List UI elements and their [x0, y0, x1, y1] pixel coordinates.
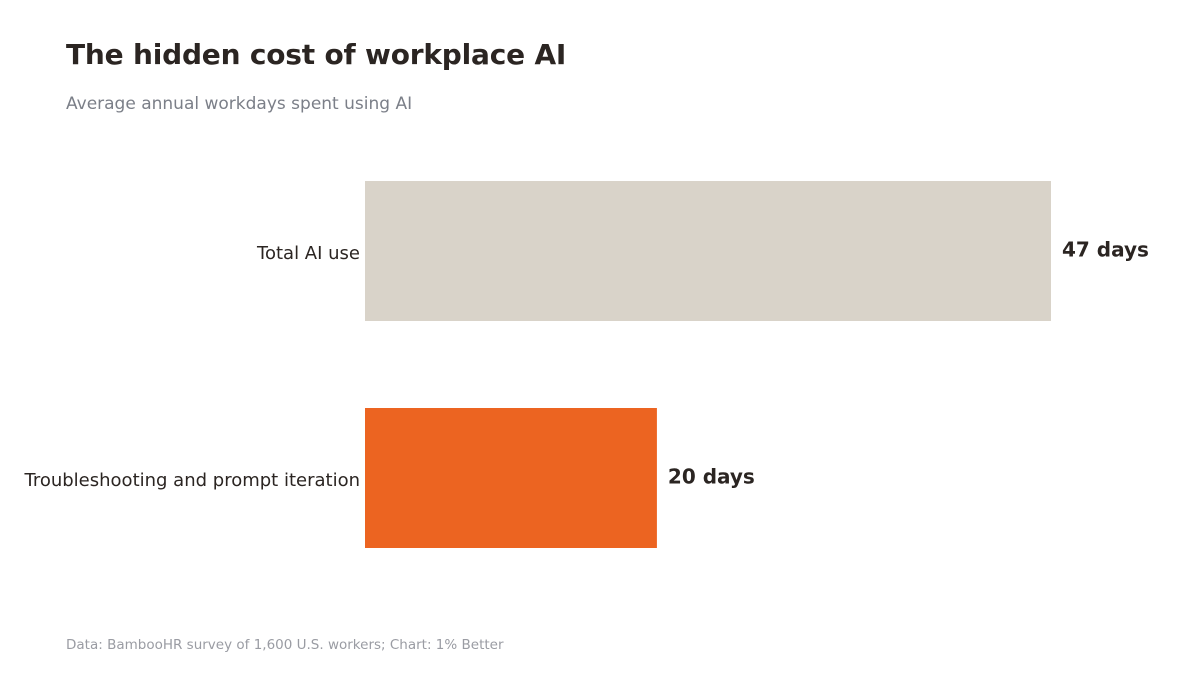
value-label: 20 days	[668, 465, 755, 489]
source-note: Data: BambooHR survey of 1,600 U.S. work…	[66, 637, 504, 653]
bar-total-ai-use	[365, 181, 1051, 321]
category-label: Troubleshooting and prompt iteration	[23, 470, 360, 491]
bar-troubleshooting	[365, 408, 657, 548]
category-label: Total AI use	[256, 243, 360, 264]
value-label: 47 days	[1062, 238, 1149, 262]
chart-subtitle: Average annual workdays spent using AI	[66, 94, 413, 114]
chart-title: The hidden cost of workplace AI	[66, 38, 567, 71]
